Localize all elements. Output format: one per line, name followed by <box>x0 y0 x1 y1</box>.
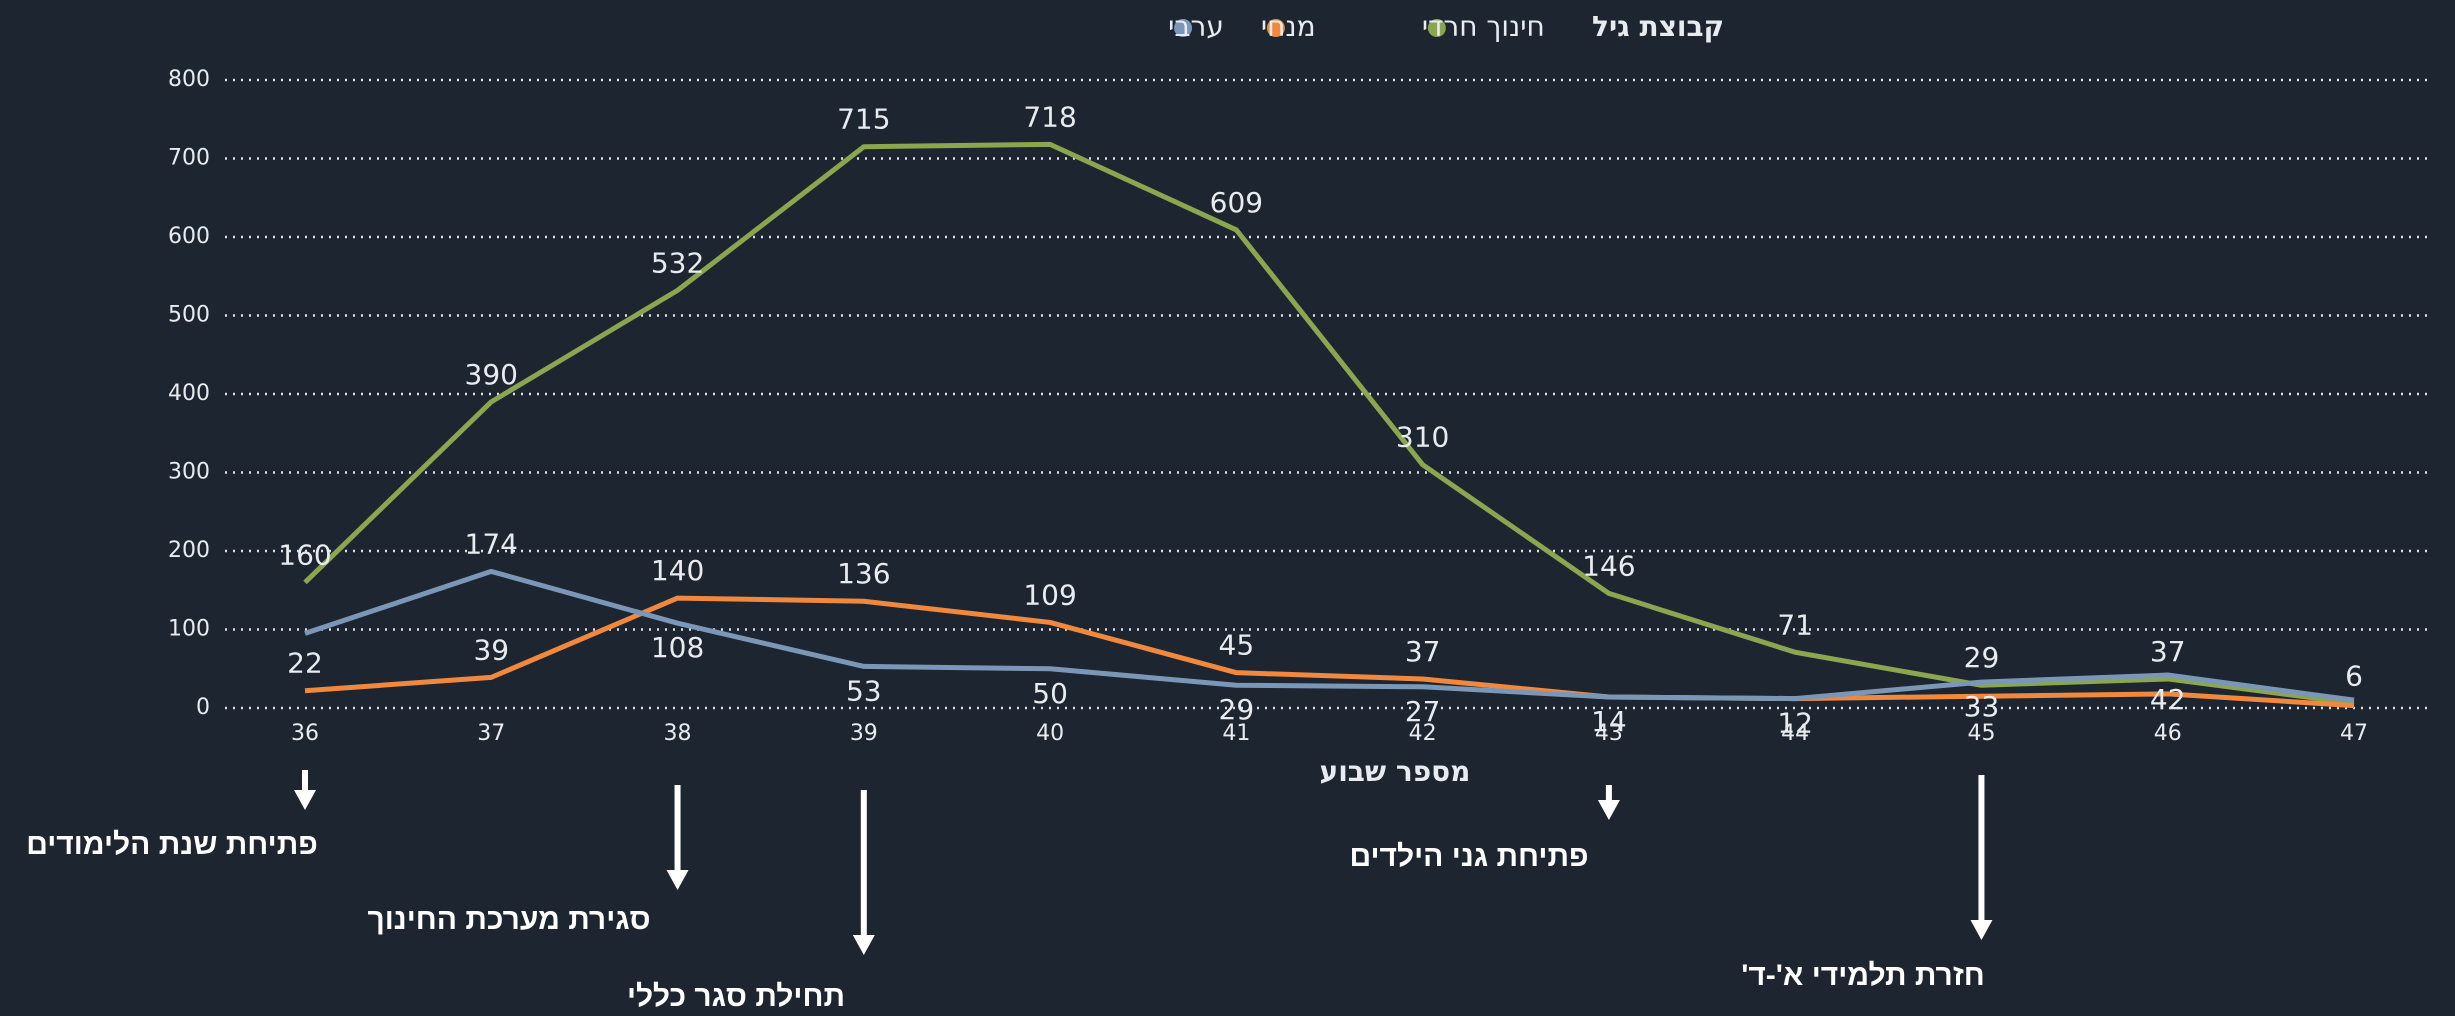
data-label: 27 <box>1405 695 1441 728</box>
data-label: 136 <box>837 557 890 590</box>
annotation-text: פתיחת גני הילדים <box>1349 840 1588 873</box>
data-label: 718 <box>1023 100 1076 133</box>
data-label: 22 <box>287 647 323 680</box>
legend-label: ערבי <box>1168 10 1224 43</box>
series-line <box>304 568 2355 703</box>
x-axis-title: מספר שבוע <box>1320 755 1471 788</box>
data-label: 310 <box>1396 421 1449 454</box>
legend-title: קבוצת גיל <box>1592 10 1724 43</box>
y-tick-label: 300 <box>168 460 210 485</box>
data-label: 29 <box>1219 693 1255 726</box>
data-label: 45 <box>1219 629 1255 662</box>
data-label: 146 <box>1582 549 1635 582</box>
data-label: 715 <box>837 103 890 136</box>
data-label: 160 <box>278 538 331 571</box>
annotation-text: פתיחת שנת הלימודים <box>26 828 318 861</box>
x-tick-label: 38 <box>664 721 692 746</box>
legend-swatch <box>1427 19 1446 37</box>
data-label: 37 <box>2150 635 2186 668</box>
y-tick-label: 100 <box>168 617 210 642</box>
data-label: 609 <box>1210 186 1263 219</box>
series-line <box>304 595 2355 709</box>
legend-swatch <box>1174 19 1193 37</box>
annotation-text: תחילת סגר כללי <box>627 980 845 1013</box>
data-label: 140 <box>651 554 704 587</box>
y-tick-label: 200 <box>168 538 210 563</box>
data-label: 6 <box>2345 659 2363 692</box>
data-label: 14 <box>1591 705 1627 738</box>
data-label: 42 <box>2150 683 2186 716</box>
x-tick-label: 44 <box>1781 721 1809 746</box>
annotation-arrowhead <box>294 790 316 810</box>
annotation-text: חזרת תלמידי א'-ד' <box>1741 959 1985 992</box>
y-tick-label: 400 <box>168 381 210 406</box>
annotation-arrowhead <box>666 870 689 890</box>
y-tick-label: 800 <box>168 67 210 92</box>
legend-label: מנחי <box>1261 10 1316 43</box>
y-tick-label: 0 <box>196 695 210 720</box>
x-tick-label: 37 <box>477 721 505 746</box>
legend: קבוצת גיל חינוך חרדי מנחי ערבי <box>1168 10 1724 43</box>
data-label: 37 <box>1405 635 1441 668</box>
data-label: 39 <box>473 633 509 666</box>
x-tick-label: 41 <box>1222 721 1250 746</box>
annotation-arrowhead <box>852 935 875 955</box>
x-tick-label: 47 <box>2340 721 2368 746</box>
x-tick-label: 42 <box>1409 721 1437 746</box>
data-label: 33 <box>1964 690 2000 723</box>
legend-label: חינוך חרדי <box>1422 10 1545 43</box>
x-tick-label: 40 <box>1036 721 1064 746</box>
data-label: 71 <box>1777 608 1813 641</box>
y-tick-label: 500 <box>168 303 210 328</box>
x-tick-label: 43 <box>1595 721 1623 746</box>
x-tick-label: 45 <box>1967 721 1995 746</box>
x-tick-label: 46 <box>2154 721 2182 746</box>
series-line <box>303 141 2355 706</box>
x-tick-label: 36 <box>291 721 319 746</box>
data-label: 53 <box>846 674 882 707</box>
y-tick-label: 700 <box>168 146 210 171</box>
annotation-arrowhead <box>1597 800 1620 820</box>
data-label: 29 <box>1964 641 2000 674</box>
annotation-arrowhead <box>1970 920 1993 940</box>
data-label: 532 <box>651 246 704 279</box>
x-tick-label: 39 <box>850 721 878 746</box>
data-label: 108 <box>651 631 704 664</box>
legend-swatch <box>1266 19 1285 37</box>
data-label: 109 <box>1023 578 1076 611</box>
data-label: 12 <box>1777 707 1813 740</box>
data-label: 390 <box>465 358 518 391</box>
data-label: 50 <box>1032 677 1068 710</box>
y-tick-label: 600 <box>168 224 210 249</box>
annotation-text: סגירת מערכת החינוך <box>367 903 650 936</box>
data-label: 174 <box>465 527 518 560</box>
